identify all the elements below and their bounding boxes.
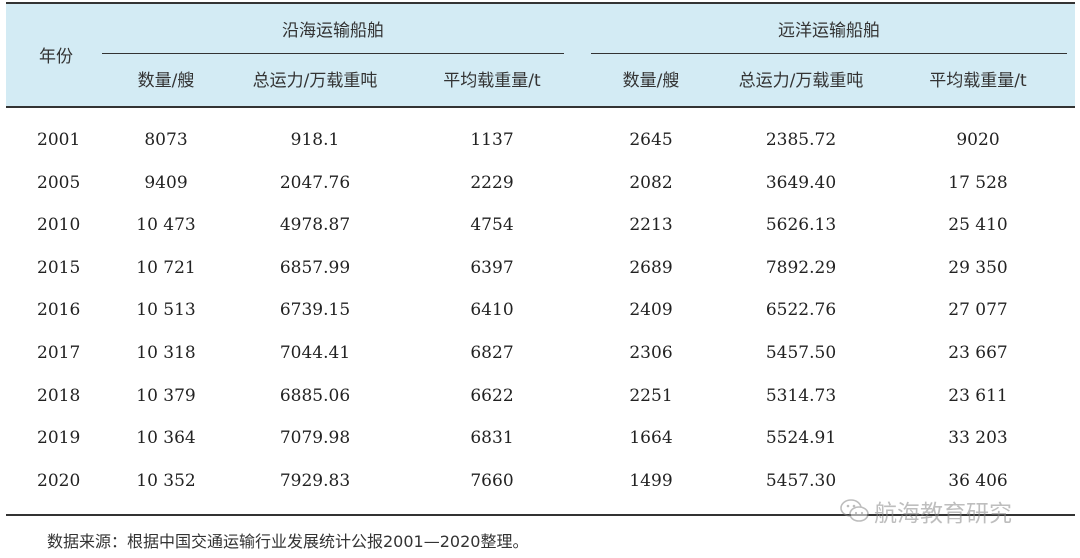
table-cell-year: 2010 — [37, 215, 81, 236]
table-cell: 10 318 — [136, 343, 196, 363]
table-cell-year: 2019 — [37, 428, 81, 449]
table-cell: 8073 — [144, 130, 188, 150]
table-cell-year: 2001 — [37, 130, 81, 150]
table-cell: 29 350 — [948, 257, 1008, 278]
wechat-icon — [840, 499, 869, 522]
table-cell: 10 721 — [136, 257, 196, 278]
table-cell-year: 2020 — [37, 470, 81, 491]
table-cell: 1137 — [470, 130, 514, 150]
table-cell: 6622 — [470, 385, 514, 406]
table-cell: 2409 — [629, 300, 673, 321]
table-cell: 1664 — [629, 428, 673, 449]
table-cell: 2213 — [629, 215, 673, 236]
group-header-coastal: 沿海运输船舶 — [282, 21, 384, 41]
group-rule-coastal — [102, 53, 564, 54]
table-cell: 5626.13 — [765, 215, 837, 236]
table-cell: 7892.29 — [765, 257, 837, 278]
watermark-text: 航海教育研究 — [874, 501, 1012, 527]
table-cell: 6522.76 — [765, 300, 837, 321]
table-cell: 5524.91 — [765, 428, 837, 449]
table-cell-year: 2016 — [37, 300, 81, 321]
table-cell: 6827 — [470, 343, 514, 363]
table-cell: 1499 — [629, 470, 673, 491]
table-cell: 7660 — [470, 470, 514, 491]
table-cell: 6831 — [470, 428, 514, 449]
table-cell: 9020 — [956, 130, 1000, 150]
watermark: 航海教育研究 — [840, 494, 1012, 528]
table-cell: 2385.72 — [765, 130, 837, 150]
table-cell: 10 513 — [136, 300, 196, 321]
table-cell: 7929.83 — [279, 470, 351, 491]
table-cell: 36 406 — [948, 470, 1008, 491]
table-cell-year: 2018 — [37, 385, 81, 406]
table-cell: 4754 — [470, 215, 514, 236]
header-year: 年份 — [39, 47, 73, 67]
header-bottom-rule — [6, 106, 1075, 108]
table-cell: 10 379 — [136, 385, 196, 406]
table-cell-year: 2005 — [37, 172, 81, 193]
source-note: 数据来源：根据中国交通运输行业发展统计公报2001—2020整理。 — [47, 532, 529, 551]
table-cell: 6885.06 — [279, 385, 351, 406]
table-cell: 33 203 — [948, 428, 1008, 449]
table-cell: 6410 — [470, 300, 514, 321]
table-cell: 5457.30 — [765, 470, 837, 491]
table-cell: 2082 — [629, 172, 673, 193]
table-cell: 10 352 — [136, 470, 196, 491]
table-cell: 7079.98 — [279, 428, 351, 449]
table-cell: 6397 — [470, 257, 514, 278]
table-cell: 10 473 — [136, 215, 196, 236]
table-cell: 23 611 — [948, 385, 1008, 406]
table-top-rule — [6, 2, 1075, 4]
table-cell: 9409 — [144, 172, 188, 193]
table-cell: 3649.40 — [765, 172, 837, 193]
table-cell: 10 364 — [136, 428, 196, 449]
table-cell-year: 2017 — [37, 343, 81, 363]
column-header: 平均载重量/t — [443, 71, 541, 91]
table-cell: 7044.41 — [279, 343, 351, 363]
column-header: 平均载重量/t — [929, 71, 1027, 91]
table-cell: 2251 — [629, 385, 673, 406]
table-bottom-rule — [6, 514, 1075, 516]
column-header: 数量/艘 — [137, 71, 195, 91]
table-cell: 2645 — [629, 130, 673, 150]
column-header: 总运力/万载重吨 — [252, 71, 378, 91]
table-cell: 4978.87 — [279, 215, 351, 236]
table-cell: 2047.76 — [279, 172, 351, 193]
table-cell: 6739.15 — [279, 300, 351, 321]
table-cell: 23 667 — [948, 343, 1008, 363]
table-cell: 17 528 — [948, 172, 1008, 193]
column-header: 总运力/万载重吨 — [738, 71, 864, 91]
column-header: 数量/艘 — [622, 71, 680, 91]
table-cell: 25 410 — [948, 215, 1008, 236]
table-cell-year: 2015 — [37, 257, 81, 278]
table-cell: 5457.50 — [765, 343, 837, 363]
group-rule-ocean — [591, 53, 1067, 54]
table-cell: 2229 — [470, 172, 514, 193]
table-cell: 6857.99 — [279, 257, 351, 278]
table-cell: 27 077 — [948, 300, 1008, 321]
group-header-ocean: 远洋运输船舶 — [778, 21, 880, 41]
table-cell: 5314.73 — [765, 385, 837, 406]
table-cell: 918.1 — [290, 130, 340, 150]
table-header — [6, 4, 1075, 107]
table-cell: 2306 — [629, 343, 673, 363]
table-cell: 2689 — [629, 257, 673, 278]
